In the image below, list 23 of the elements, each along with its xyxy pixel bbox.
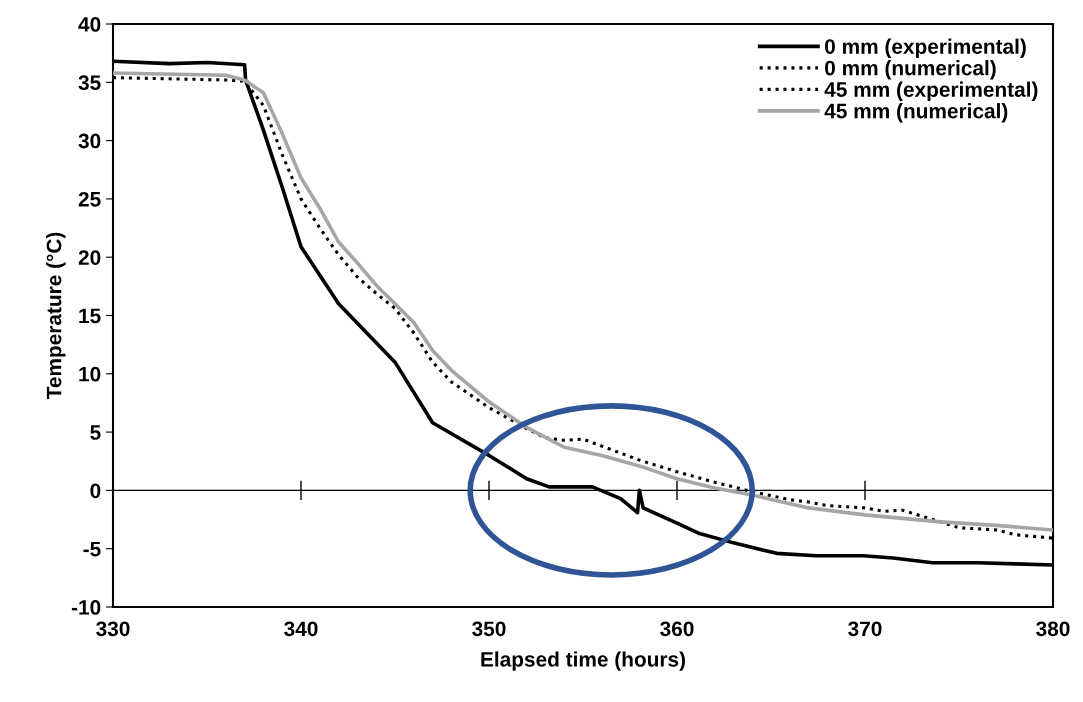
x-axis-title: Elapsed time (hours) [481,651,685,671]
y-tick-label: 20 [78,250,101,265]
legend-label: 0 mm (experimental) [825,38,1026,58]
y-tick-label: 5 [90,425,101,440]
y-axis-title: Temperature (°C) [46,232,66,400]
y-tick-label: 15 [79,308,101,324]
legend-label: 45 mm (experimental) [824,81,1038,102]
legend-label: 0 mm (numerical) [825,60,996,80]
y-tick-label: 40 [78,17,101,32]
x-tick-label: 380 [1036,621,1070,637]
y-tick-label: 30 [78,133,101,149]
legend-label: 45 mm (numerical) [824,103,1008,123]
y-tick-label: 0 [90,483,101,499]
y-tick-label: -5 [83,541,101,557]
y-tick-label: -10 [71,600,101,615]
x-tick-label: 370 [848,621,882,637]
x-tick-label: 350 [472,621,506,637]
y-tick-label: 25 [78,191,101,207]
x-tick-label: 340 [284,621,318,637]
y-tick-label: 35 [78,75,101,91]
x-tick-label: 330 [96,621,130,637]
y-tick-label: 10 [79,366,101,382]
x-tick-label: 360 [660,621,694,637]
